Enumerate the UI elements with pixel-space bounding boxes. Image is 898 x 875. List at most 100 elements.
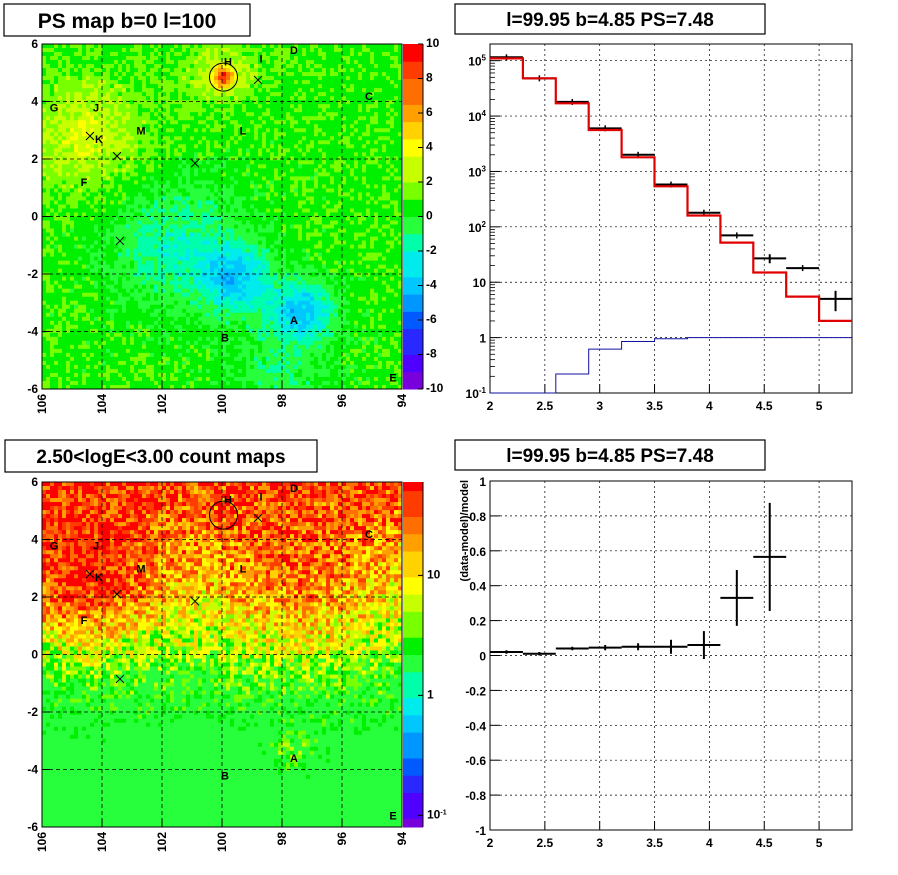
map-pixel	[390, 80, 395, 85]
map-pixel	[110, 256, 115, 262]
map-pixel	[370, 232, 375, 237]
map-pixel	[382, 64, 387, 69]
map-pixel	[198, 104, 203, 109]
map-pixel	[54, 72, 59, 77]
map-pixel	[86, 208, 91, 213]
map-pixel	[110, 184, 115, 189]
map-pixel	[126, 84, 131, 89]
map-pixel	[114, 264, 119, 270]
map-pixel	[186, 192, 191, 197]
map-pixel	[74, 232, 79, 237]
map-pixel	[238, 172, 243, 177]
map-pixel	[210, 180, 215, 185]
map-pixel	[378, 120, 383, 125]
map-pixel	[146, 60, 151, 65]
map-pixel	[326, 60, 331, 65]
map-pixel	[66, 72, 71, 77]
map-pixel	[110, 156, 115, 161]
map-pixel	[82, 228, 87, 233]
map-pixel	[354, 152, 359, 157]
map-pixel	[398, 204, 403, 209]
map-pixel	[310, 184, 315, 189]
map-pixel	[98, 104, 103, 109]
map-pixel	[58, 256, 63, 262]
map-pixel	[214, 196, 219, 201]
map-pixel	[286, 176, 291, 181]
map-pixel	[286, 220, 291, 225]
map-pixel	[62, 152, 67, 157]
map-pixel	[74, 236, 79, 241]
map-pixel	[262, 220, 267, 225]
map-pixel	[202, 172, 207, 177]
map-pixel	[246, 184, 251, 189]
map-pixel	[162, 216, 167, 221]
map-pixel	[198, 248, 203, 253]
map-pixel	[146, 64, 151, 69]
map-pixel	[354, 256, 359, 262]
map-pixel	[234, 164, 239, 169]
map-pixel	[386, 216, 391, 221]
map-pixel	[394, 100, 399, 105]
map-pixel	[366, 196, 371, 201]
map-pixel	[346, 96, 351, 101]
map-pixel	[66, 252, 71, 258]
map-pixel	[142, 120, 147, 125]
map-pixel	[346, 148, 351, 153]
map-pixel	[366, 76, 371, 81]
map-pixel	[270, 88, 275, 93]
map-pixel	[146, 204, 151, 209]
map-pixel	[386, 204, 391, 209]
map-pixel	[394, 232, 399, 237]
map-pixel	[182, 192, 187, 197]
map-pixel	[98, 120, 103, 125]
map-pixel	[54, 224, 59, 229]
map-pixel	[314, 252, 319, 258]
map-pixel	[354, 252, 359, 258]
map-pixel	[158, 72, 163, 77]
map-pixel	[102, 220, 107, 225]
map-pixel	[306, 184, 311, 189]
map-pixel	[62, 112, 67, 117]
map-pixel	[190, 196, 195, 201]
map-pixel	[62, 148, 67, 153]
map-pixel	[334, 260, 339, 266]
map-pixel	[290, 88, 295, 93]
map-pixel	[262, 188, 267, 193]
map-pixel	[350, 108, 355, 113]
map-pixel	[342, 116, 347, 121]
map-pixel	[134, 220, 139, 225]
map-pixel	[274, 180, 279, 185]
map-pixel	[398, 108, 403, 113]
map-pixel	[214, 120, 219, 125]
map-pixel	[354, 120, 359, 125]
map-pixel	[86, 244, 91, 249]
map-pixel	[146, 184, 151, 189]
map-pixel	[322, 108, 327, 113]
map-pixel	[202, 160, 207, 165]
map-pixel	[174, 128, 179, 133]
map-pixel	[318, 92, 323, 97]
map-pixel	[342, 64, 347, 69]
map-pixel	[310, 208, 315, 213]
map-pixel	[226, 156, 231, 161]
map-pixel	[174, 156, 179, 161]
map-pixel	[126, 116, 131, 121]
map-pixel	[46, 232, 51, 237]
map-pixel	[334, 172, 339, 177]
map-pixel	[182, 84, 187, 89]
map-pixel	[354, 148, 359, 153]
map-pixel	[98, 84, 103, 89]
map-pixel	[278, 104, 283, 109]
map-pixel	[390, 116, 395, 121]
map-pixel	[122, 120, 127, 125]
map-pixel	[358, 212, 363, 217]
map-pixel	[366, 132, 371, 137]
map-pixel	[150, 216, 155, 221]
map-pixel	[374, 192, 379, 197]
map-pixel	[94, 88, 99, 93]
map-pixel	[382, 124, 387, 129]
map-pixel	[294, 144, 299, 149]
map-pixel	[90, 88, 95, 93]
map-pixel	[266, 64, 271, 69]
map-pixel	[262, 216, 267, 221]
